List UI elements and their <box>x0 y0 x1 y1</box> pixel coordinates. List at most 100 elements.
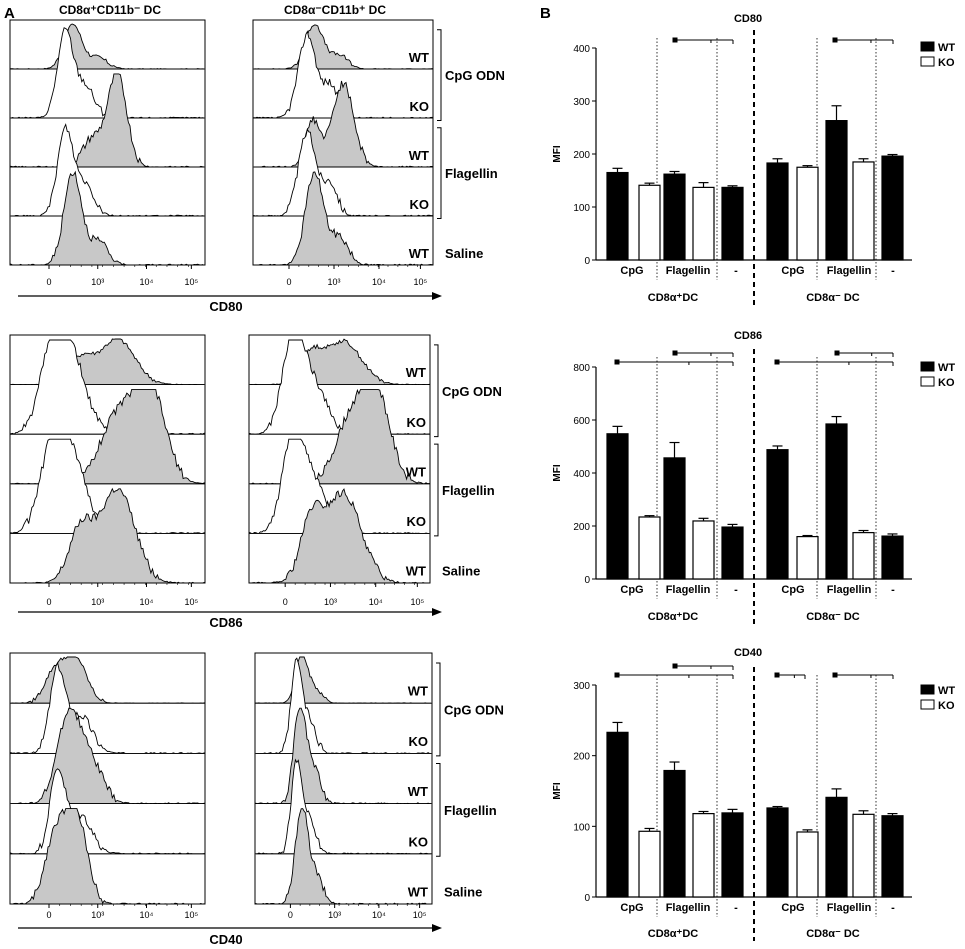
legend-label-wt: WT <box>938 685 955 697</box>
marker-axis-label: CD86 <box>209 615 242 630</box>
group-axis-label: CD8α⁺DC <box>648 292 699 304</box>
x-tick-label: 10³ <box>327 277 340 287</box>
bar-wt <box>766 449 789 580</box>
histogram-trace-wt <box>10 23 205 70</box>
row-label: KO <box>407 415 427 430</box>
group-axis-label: CD8α⁻ DC <box>806 611 860 623</box>
bar-wt <box>825 423 848 580</box>
bar-wt <box>766 162 789 261</box>
histogram-frame <box>254 652 433 905</box>
panel-b-bar-charts: CD80 0 100 200 300 400 MFI CpG Flagellin - CpG Flag… <box>552 13 955 941</box>
group-label: Saline <box>445 246 483 261</box>
category-label: - <box>891 584 895 596</box>
category-label: Flagellin <box>666 265 711 277</box>
y-axis-label: MFI <box>552 464 563 481</box>
group-axis-label: CD8α⁺DC <box>648 611 699 623</box>
bar-wt <box>663 457 686 580</box>
x-tick-label: 0 <box>46 910 51 920</box>
bar-ko <box>692 520 715 580</box>
x-tick-label: 10⁵ <box>184 277 198 287</box>
row-label: KO <box>409 834 429 849</box>
x-tick-label: 10⁴ <box>372 910 386 920</box>
bar-wt <box>721 812 744 898</box>
group-bracket <box>434 344 439 438</box>
panel-a-label: A <box>4 5 15 22</box>
x-tick-label: 10³ <box>91 277 104 287</box>
x-tick-label: 10⁵ <box>410 597 424 607</box>
y-tick-label: 0 <box>584 575 590 586</box>
category-label: - <box>734 902 738 914</box>
x-tick-label: 10⁵ <box>413 910 427 920</box>
x-tick-label: 0 <box>286 277 291 287</box>
bar-wt <box>766 807 789 898</box>
category-label: CpG <box>620 584 643 596</box>
row-label: KO <box>409 734 429 749</box>
legend-label-ko: KO <box>938 57 955 69</box>
group-axis-label: CD8α⁻ DC <box>806 292 860 304</box>
histogram-trace-wt <box>255 707 431 805</box>
legend-swatch-wt <box>920 684 935 695</box>
bar-wt <box>881 155 904 261</box>
group-bracket <box>437 29 442 121</box>
bar-ko <box>852 532 875 580</box>
bar-wt <box>881 815 904 898</box>
marker-axis-arrowhead <box>432 924 442 932</box>
bar-wt <box>721 186 744 261</box>
group-bracket <box>436 762 441 857</box>
histogram-trace-wt <box>10 656 205 704</box>
bar-chart-title: CD86 <box>734 330 762 342</box>
y-axis-label: MFI <box>552 145 563 162</box>
category-label: - <box>734 265 738 277</box>
histogram-trace-wt <box>11 808 205 905</box>
histogram-trace-wt <box>253 24 433 70</box>
histogram-trace-wt <box>11 487 205 584</box>
bar-ko <box>852 161 875 261</box>
bar-ko <box>796 535 819 580</box>
group-bracket <box>436 662 441 757</box>
category-label: CpG <box>781 265 804 277</box>
histogram-frame <box>9 652 206 905</box>
bar-ko <box>638 516 661 580</box>
category-label: Flagellin <box>827 902 872 914</box>
bar-ko <box>692 186 715 261</box>
bar-chart-title: CD40 <box>734 647 762 659</box>
row-label: WT <box>406 564 426 579</box>
histogram-trace-wt <box>11 707 205 805</box>
bar-wt <box>721 526 744 580</box>
panel-b-label: B <box>540 5 551 22</box>
x-tick-label: 10³ <box>91 910 104 920</box>
x-tick-label: 0 <box>46 277 51 287</box>
marker-axis-arrowhead <box>432 608 442 616</box>
y-axis-label: MFI <box>552 782 563 799</box>
marker-axis-arrowhead <box>432 292 442 300</box>
legend-swatch-wt <box>920 41 935 52</box>
y-tick-label: 100 <box>573 203 590 214</box>
legend-swatch-ko <box>920 699 935 710</box>
bar-ko <box>638 830 661 898</box>
row-label: KO <box>410 197 430 212</box>
panel-a-histograms: 0 10³ 10⁴ 10⁵ 0 10³ 10⁴ 10⁵ CD80 WT KO WT KO WT CpG OD… <box>9 19 505 947</box>
x-tick-label: 10⁵ <box>184 910 198 920</box>
bar-wt <box>606 731 629 898</box>
y-tick-label: 0 <box>584 256 590 267</box>
group-label: CpG ODN <box>445 68 505 83</box>
x-tick-label: 10³ <box>91 597 104 607</box>
marker-axis-label: CD40 <box>209 932 242 947</box>
x-tick-label: 10⁵ <box>184 597 198 607</box>
bar-chart-title: CD80 <box>734 13 762 25</box>
bar-wt <box>663 173 686 261</box>
x-tick-label: 10⁴ <box>372 277 386 287</box>
group-label: CpG ODN <box>444 702 504 717</box>
y-tick-label: 200 <box>573 522 590 533</box>
histogram-trace-wt <box>250 488 430 584</box>
bar-wt <box>663 769 686 898</box>
marker-axis-label: CD80 <box>209 299 242 314</box>
column-title-cd8a-pos: CD8α⁺CD11b⁻ DC <box>59 3 161 17</box>
row-label: WT <box>406 365 426 380</box>
category-label: CpG <box>781 902 804 914</box>
category-label: CpG <box>781 584 804 596</box>
bar-wt <box>825 796 848 898</box>
bar-ko <box>852 813 875 898</box>
group-label: Saline <box>444 884 482 899</box>
histogram-trace-ko <box>256 657 431 754</box>
